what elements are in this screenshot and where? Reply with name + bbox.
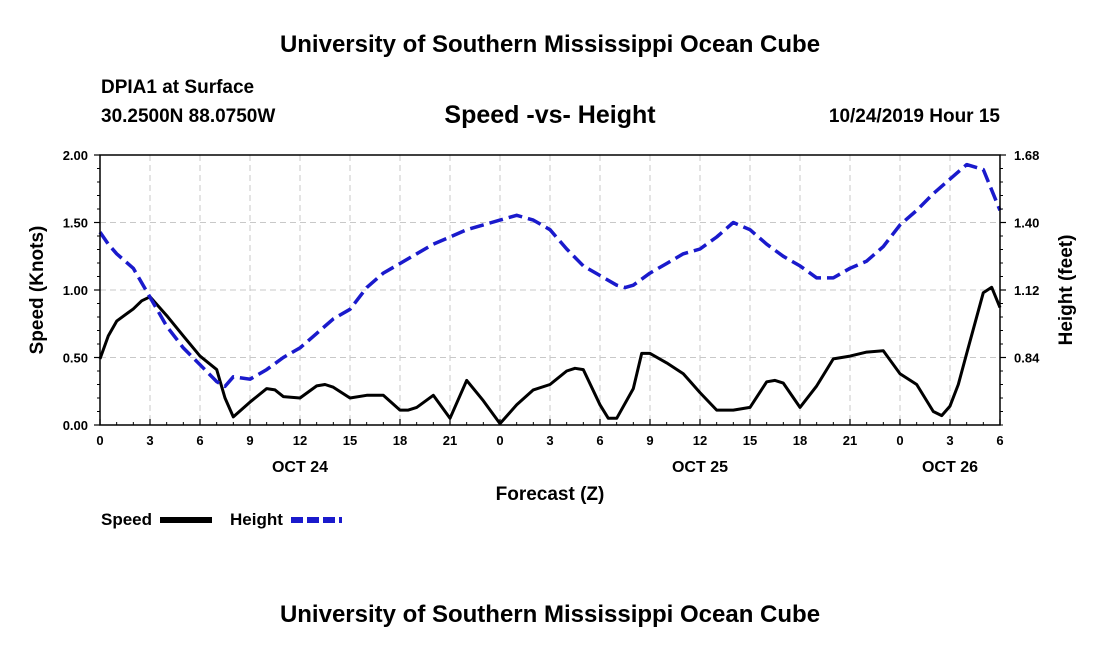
legend: Speed Height <box>101 510 342 529</box>
page-title: University of Southern Mississippi Ocean… <box>279 31 821 58</box>
x-tick-label: 3 <box>546 433 553 448</box>
x-tick-label: 6 <box>196 433 203 448</box>
x-tick-label: 12 <box>693 433 707 448</box>
y2-tick-label: 0.84 <box>1014 351 1040 366</box>
footer-title: University of Southern Mississippi Ocean… <box>279 601 821 628</box>
station-name: DPIA1 at Surface <box>101 77 255 98</box>
axis-labels: Forecast (Z) Speed (Knots) Height (feet) <box>27 226 1077 505</box>
x-tick-label: 3 <box>146 433 153 448</box>
x-tick-label: 6 <box>596 433 603 448</box>
y2-tick-label: 1.12 <box>1014 283 1039 298</box>
y-tick-label: 0.00 <box>63 418 88 433</box>
y-tick-label: 0.50 <box>63 351 88 366</box>
speed-series-line <box>98 285 1002 426</box>
x-tick-label: 9 <box>246 433 253 448</box>
x-tick-label: 18 <box>393 433 407 448</box>
legend-height-label: Height <box>230 510 283 529</box>
date-label: OCT 26 <box>922 459 978 476</box>
y-tick-label: 2.00 <box>63 148 88 163</box>
x-tick-label: 15 <box>343 433 357 448</box>
x-tick-label: 0 <box>96 433 103 448</box>
date-label: OCT 24 <box>272 459 328 476</box>
x-tick-label: 9 <box>646 433 653 448</box>
date-label: OCT 25 <box>672 459 728 476</box>
x-tick-label: 15 <box>743 433 757 448</box>
station-coordinates: 30.2500N 88.0750W <box>101 106 276 127</box>
forecast-datetime: 10/24/2019 Hour 15 <box>828 106 1000 127</box>
height-series-line <box>98 162 1002 389</box>
y-tick-label: 1.00 <box>63 283 88 298</box>
chart-title: Speed -vs- Height <box>444 101 656 129</box>
y2-axis-label: Height (feet) <box>1056 235 1077 346</box>
x-tick-label: 0 <box>496 433 503 448</box>
legend-speed-label: Speed <box>101 510 152 529</box>
x-tick-label: 0 <box>896 433 903 448</box>
x-tick-label: 3 <box>946 433 953 448</box>
x-axis-label: Forecast (Z) <box>496 484 605 505</box>
axis-ticks: 0 3 6 9 12 15 18 21 0 3 6 9 12 15 18 21 0 3 6 OCT 24 OCT 25 O… <box>63 148 1040 476</box>
y2-tick-label: 1.40 <box>1014 216 1039 231</box>
x-tick-label: 6 <box>996 433 1003 448</box>
y2-tick-label: 1.68 <box>1014 148 1039 163</box>
x-tick-label: 21 <box>843 433 857 448</box>
y-tick-label: 1.50 <box>63 216 88 231</box>
y-axis-label: Speed (Knots) <box>27 226 48 355</box>
series-lines <box>98 162 1002 426</box>
x-tick-label: 21 <box>443 433 457 448</box>
x-tick-label: 12 <box>293 433 307 448</box>
x-tick-label: 18 <box>793 433 807 448</box>
